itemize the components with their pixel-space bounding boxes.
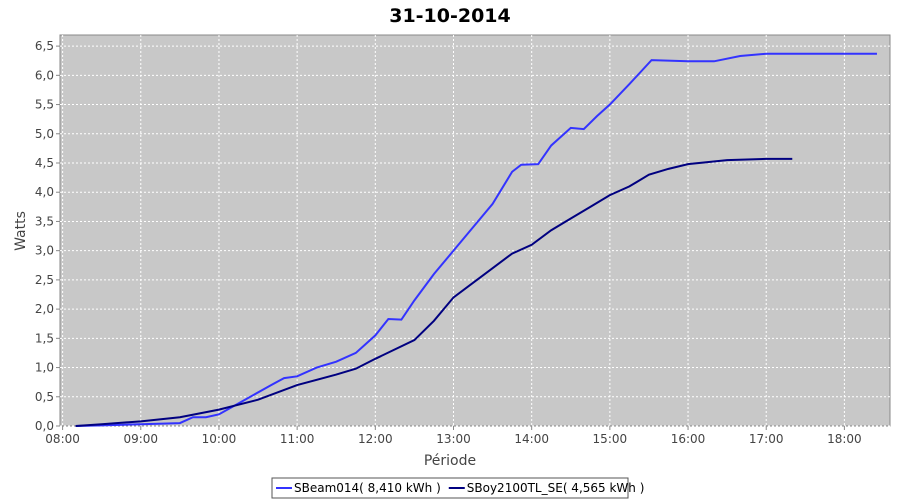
x-tick-label: 08:00 (45, 432, 80, 446)
x-tick-label: 09:00 (123, 432, 158, 446)
x-tick-label: 16:00 (671, 432, 706, 446)
y-tick-label: 3,5 (35, 214, 54, 228)
legend-label: SBoy2100TL_SE( 4,565 kWh ) (467, 481, 645, 495)
y-tick-label: 0,0 (35, 419, 54, 433)
y-tick-label: 3,0 (35, 244, 54, 258)
x-tick-label: 15:00 (593, 432, 628, 446)
x-tick-label: 14:00 (514, 432, 549, 446)
plot-area (59, 34, 891, 427)
y-tick-label: 6,5 (35, 39, 54, 53)
y-tick-label: 1,0 (35, 361, 54, 375)
x-tick-label: 11:00 (280, 432, 315, 446)
y-tick-label: 2,5 (35, 273, 54, 287)
x-tick-label: 10:00 (202, 432, 237, 446)
x-axis-label: Période (424, 453, 476, 469)
y-tick-label: 5,5 (35, 98, 54, 112)
y-tick-label: 4,0 (35, 185, 54, 199)
y-tick-label: 4,5 (35, 156, 54, 170)
series-line (75, 157, 793, 427)
y-tick-label: 5,0 (35, 127, 54, 141)
y-tick-label: 2,0 (35, 302, 54, 316)
y-axis-label: Watts (13, 211, 29, 251)
series-line (75, 52, 877, 427)
x-tick-label: 18:00 (827, 432, 862, 446)
x-tick-label: 12:00 (358, 432, 393, 446)
y-tick-label: 0,5 (35, 390, 54, 404)
chart-title: 31-10-2014 (389, 5, 511, 27)
x-tick-label: 13:00 (436, 432, 471, 446)
y-tick-label: 6,0 (35, 68, 54, 82)
legend-label: SBeam014( 8,410 kWh ) (294, 481, 441, 495)
x-tick-label: 17:00 (749, 432, 784, 446)
y-tick-label: 1,5 (35, 331, 54, 345)
